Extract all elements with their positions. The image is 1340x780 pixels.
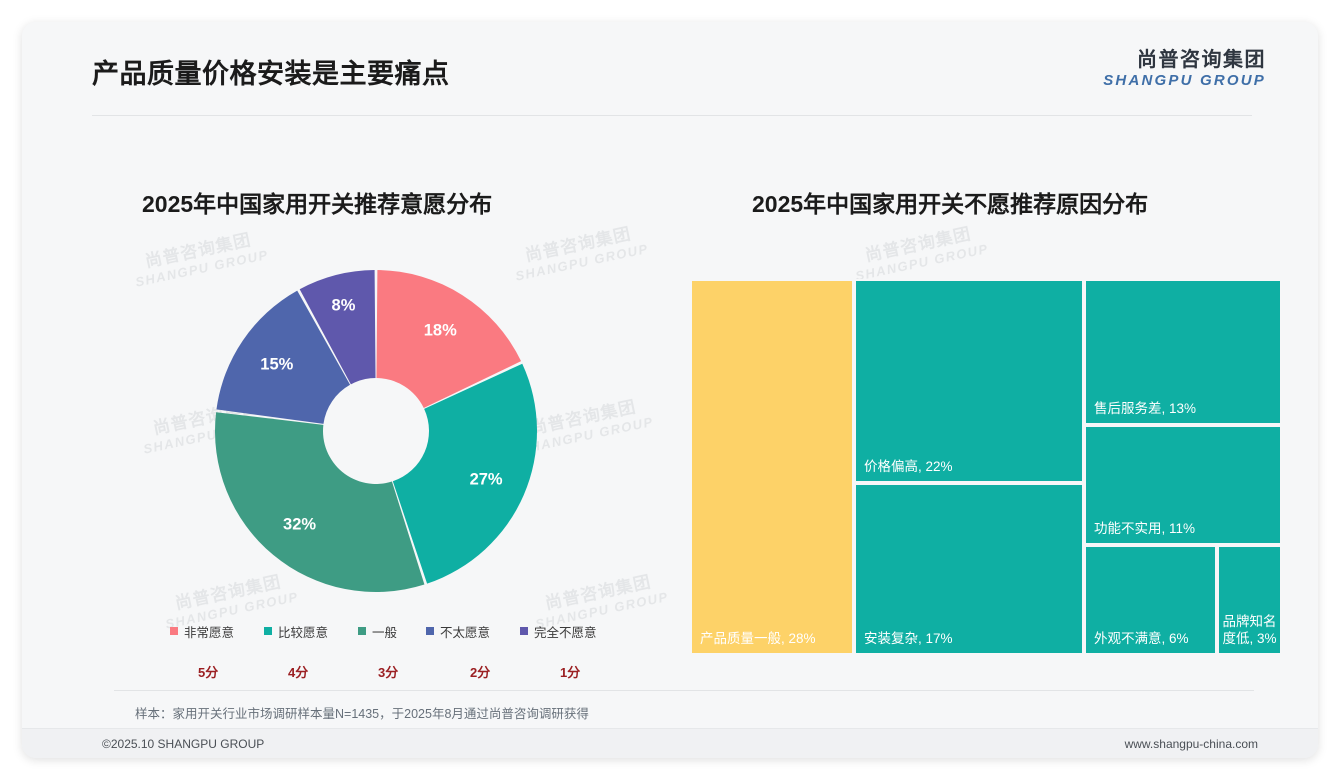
- treemap-cell-label: 功能不实用, 11%: [1094, 521, 1196, 537]
- donut-slice[interactable]: [215, 412, 425, 592]
- footer-divider: [22, 728, 1318, 729]
- treemap-cell-label: 产品质量一般, 28%: [700, 631, 816, 647]
- legend-item[interactable]: 完全不愿意: [520, 622, 597, 641]
- treemap-cell[interactable]: 产品质量一般, 28%: [690, 279, 854, 655]
- treemap-cell-label: 售后服务差, 13%: [1094, 401, 1197, 417]
- header: 产品质量价格安装是主要痛点 尚普咨询集团 SHANGPU GROUP: [22, 22, 1318, 114]
- page-title: 产品质量价格安装是主要痛点: [92, 59, 450, 89]
- score-label: 2分: [470, 665, 491, 680]
- left-chart-title: 2025年中国家用开关推荐意愿分布: [142, 191, 493, 217]
- footer-bar: ©2025.10 SHANGPU GROUP www.shangpu-china…: [22, 729, 1318, 758]
- donut-chart: 18% 27% 32% 15% 8%: [200, 265, 552, 597]
- treemap-cell-label: 品牌知名度低, 3%: [1222, 614, 1277, 647]
- treemap-cell[interactable]: 安装复杂, 17%: [854, 483, 1084, 655]
- treemap-cell[interactable]: 价格偏高, 22%: [854, 279, 1084, 483]
- donut-slice-label: 32%: [283, 515, 316, 533]
- treemap-cell[interactable]: 售后服务差, 13%: [1084, 279, 1282, 425]
- treemap-cell[interactable]: 功能不实用, 11%: [1084, 425, 1282, 545]
- legend-item[interactable]: 不太愿意: [426, 622, 490, 641]
- header-divider: [92, 115, 1252, 116]
- legend-swatch-icon: [426, 627, 434, 635]
- brand-logo: 尚普咨询集团 SHANGPU GROUP: [1103, 49, 1266, 89]
- footer-website: www.shangpu-china.com: [1124, 737, 1258, 751]
- legend-item-label: 比较愿意: [278, 625, 329, 640]
- logo-chinese-text: 尚普咨询集团: [1137, 49, 1266, 71]
- footer-copyright: ©2025.10 SHANGPU GROUP: [102, 737, 265, 751]
- slide-card: 产品质量价格安装是主要痛点 尚普咨询集团 SHANGPU GROUP 尚普咨询集…: [22, 22, 1318, 758]
- footnote-divider: [114, 690, 1254, 691]
- right-chart-title: 2025年中国家用开关不愿推荐原因分布: [752, 191, 1149, 217]
- donut-slice[interactable]: [299, 270, 376, 385]
- legend-item-label: 完全不愿意: [534, 625, 597, 640]
- logo-english-text: SHANGPU GROUP: [1103, 71, 1266, 89]
- legend-swatch-icon: [170, 627, 178, 635]
- legend-swatch-icon: [264, 627, 272, 635]
- legend-item[interactable]: 比较愿意: [264, 622, 328, 641]
- donut-slice-label: 18%: [424, 322, 457, 340]
- treemap-cell-label: 外观不满意, 6%: [1094, 631, 1189, 647]
- score-label: 3分: [378, 665, 399, 680]
- watermark-cn: 尚普咨询集团: [863, 224, 973, 266]
- legend-item-label: 非常愿意: [184, 625, 235, 640]
- treemap-chart: 产品质量一般, 28% 价格偏高, 22% 安装复杂, 17% 售后服务差, 13% 功…: [690, 279, 1282, 655]
- donut-slice-label: 8%: [332, 296, 356, 314]
- legend-item-label: 一般: [372, 625, 398, 640]
- donut-chart-svg: 18% 27% 32% 15% 8%: [215, 270, 537, 592]
- donut-slice[interactable]: [376, 270, 522, 409]
- donut-slice-label: 15%: [260, 356, 293, 374]
- sample-footnote: 样本：家用开关行业市场调研样本量N=1435，于2025年8月通过尚普咨询调研获…: [135, 707, 589, 721]
- treemap-cell[interactable]: 品牌知名度低, 3%: [1217, 545, 1282, 655]
- legend-item[interactable]: 一般: [358, 622, 397, 641]
- legend-item-label: 不太愿意: [440, 625, 491, 640]
- score-label: 5分: [198, 665, 219, 680]
- treemap-cell-label: 安装复杂, 17%: [864, 631, 953, 647]
- score-label: 4分: [288, 665, 309, 680]
- treemap-cell-label: 价格偏高, 22%: [864, 459, 953, 475]
- donut-slice-label: 27%: [470, 471, 503, 489]
- donut-legend: 非常愿意 比较愿意 一般 不太愿意 完全不愿意: [170, 622, 690, 640]
- legend-item[interactable]: 非常愿意: [170, 622, 234, 641]
- legend-swatch-icon: [358, 627, 366, 635]
- score-label: 1分: [560, 665, 581, 680]
- donut-slice[interactable]: [392, 363, 537, 584]
- watermark: 尚普咨询集团 SHANGPU GROUP: [850, 220, 991, 285]
- legend-swatch-icon: [520, 627, 528, 635]
- watermark-cn: 尚普咨询集团: [523, 224, 633, 266]
- treemap-cell[interactable]: 外观不满意, 6%: [1084, 545, 1217, 655]
- donut-slice[interactable]: [216, 290, 351, 424]
